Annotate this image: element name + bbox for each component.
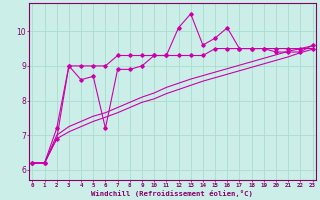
X-axis label: Windchill (Refroidissement éolien,°C): Windchill (Refroidissement éolien,°C) xyxy=(92,190,253,197)
